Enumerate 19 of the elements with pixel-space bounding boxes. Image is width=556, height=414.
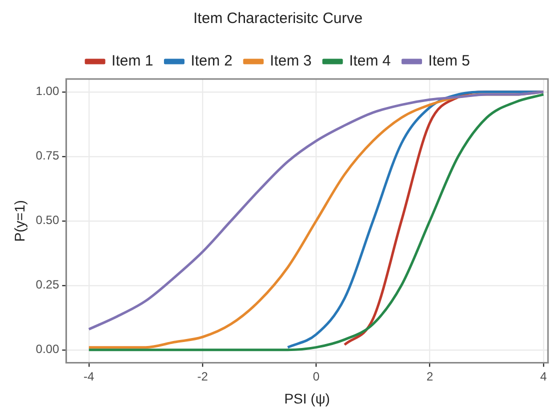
x-tick-label: 4 xyxy=(540,369,548,384)
y-tick-label: 0.25 xyxy=(36,278,60,292)
y-tick-label: 0.50 xyxy=(36,213,60,228)
x-tick-label: 2 xyxy=(426,369,434,384)
legend-label: Item 4 xyxy=(349,52,391,70)
y-tick-label: 0.00 xyxy=(36,342,60,356)
x-axis-title: PSI (ψ) xyxy=(284,390,330,406)
x-tick-label: -2 xyxy=(197,369,208,384)
y-axis-title: P(y=1) xyxy=(11,200,28,242)
x-tick-label: -4 xyxy=(84,369,95,384)
legend-label: Item 5 xyxy=(428,52,470,70)
x-tick-label: 0 xyxy=(312,369,320,384)
legend-label: Item 1 xyxy=(112,52,154,70)
legend-label: Item 3 xyxy=(270,52,312,70)
chart-title: Item Characterisitc Curve xyxy=(193,10,363,28)
y-tick-label: 1.00 xyxy=(36,84,60,98)
line-series xyxy=(286,90,545,349)
y-tick-label: 0.75 xyxy=(36,148,60,163)
legend-label: Item 2 xyxy=(190,52,232,70)
